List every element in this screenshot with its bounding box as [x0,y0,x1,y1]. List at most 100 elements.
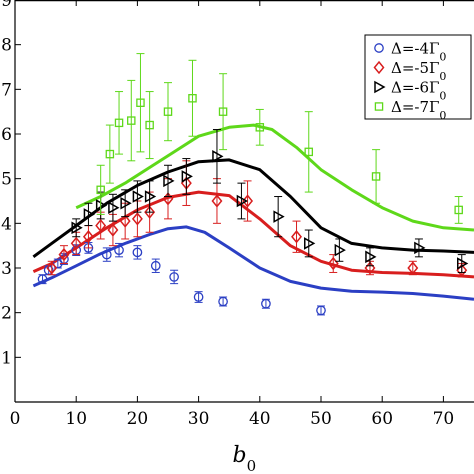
data-point [193,291,204,303]
y-tick-label: 3 [1,259,12,279]
marker [96,185,105,195]
legend-label-subscript: 0 [439,109,446,122]
data-point [218,73,228,151]
x-tick-label: 50 [310,409,332,429]
legend-label: Δ=-6Γ0 [391,79,446,103]
data-point [105,124,115,184]
marker [169,272,179,282]
x-tick-label: 60 [371,409,393,429]
data-point [365,247,377,267]
marker [365,250,377,264]
x-tick-label: 30 [188,409,210,429]
data-point [114,242,124,258]
marker [273,210,285,223]
data-point [37,274,48,285]
marker [163,174,175,188]
marker [371,172,381,181]
data-point [407,260,419,276]
data-point [261,298,271,309]
data-point [101,247,112,262]
data-point [96,164,105,215]
legend-marker [373,60,385,75]
marker [70,236,82,251]
data-point [273,196,285,238]
data-point [304,111,314,193]
data-point [163,82,173,142]
data-point [457,254,469,273]
marker [407,261,419,275]
marker [211,194,223,208]
data-point [71,218,83,238]
marker [37,274,48,285]
marker [136,98,145,107]
data-point [236,182,248,220]
legend-marker [374,43,384,53]
data-point [58,245,70,265]
x-tick-label: 20 [127,409,149,429]
marker [83,208,95,221]
marker [150,260,161,271]
legend-label-subscript: 0 [439,89,446,102]
y-tick-label: 2 [1,304,12,324]
marker [82,230,94,244]
marker [334,243,346,257]
y-tick-label: 4 [1,214,12,234]
fit-curve-3 [32,158,474,259]
y-tick-label: 9 [1,0,12,11]
marker [132,190,144,203]
marker [261,298,271,309]
data-point [181,158,193,195]
data-point [163,164,175,198]
marker [107,223,119,237]
marker [255,123,265,132]
marker [46,261,58,275]
x-axis-title-subscript: 0 [247,457,257,474]
marker [212,150,224,163]
data-point [218,296,228,307]
legend-label-subscript: 0 [439,50,446,63]
marker [414,241,426,255]
data-point [83,202,95,227]
marker [144,190,157,203]
marker [236,194,248,208]
data-point [150,258,161,273]
data-point [304,229,316,258]
marker [218,107,228,116]
marker [71,221,83,235]
data-point [114,91,124,155]
y-tick-label: 5 [1,170,12,190]
legend-label: Δ=-7Γ0 [391,98,446,122]
marker [120,196,132,210]
x-axis-title: b0 [233,443,257,474]
marker [454,205,463,215]
marker [304,147,314,157]
data-markers [37,53,469,316]
data-point [316,305,326,316]
marker [457,257,469,270]
legend-label-subscript: 0 [439,70,446,83]
legend-marker [374,102,384,111]
marker [188,94,197,103]
data-point [414,238,426,258]
y-tick-label: 7 [1,80,12,100]
data-point [132,245,143,260]
marker [181,170,193,183]
fit-curve-1 [32,225,474,301]
marker [114,245,124,255]
y-tick-label: 1 [1,348,12,368]
data-point [108,193,120,222]
data-point [46,260,58,276]
marker [304,237,316,250]
y-tick-label: 8 [1,36,12,56]
marker [132,247,143,258]
data-point [255,108,265,146]
x-tick-label: 70 [433,409,455,429]
data-point [212,129,224,184]
legend-label: Δ=-4Γ0 [391,40,446,64]
marker [101,249,112,260]
data-point [145,91,154,160]
marker [127,116,136,125]
data-point [144,180,157,213]
